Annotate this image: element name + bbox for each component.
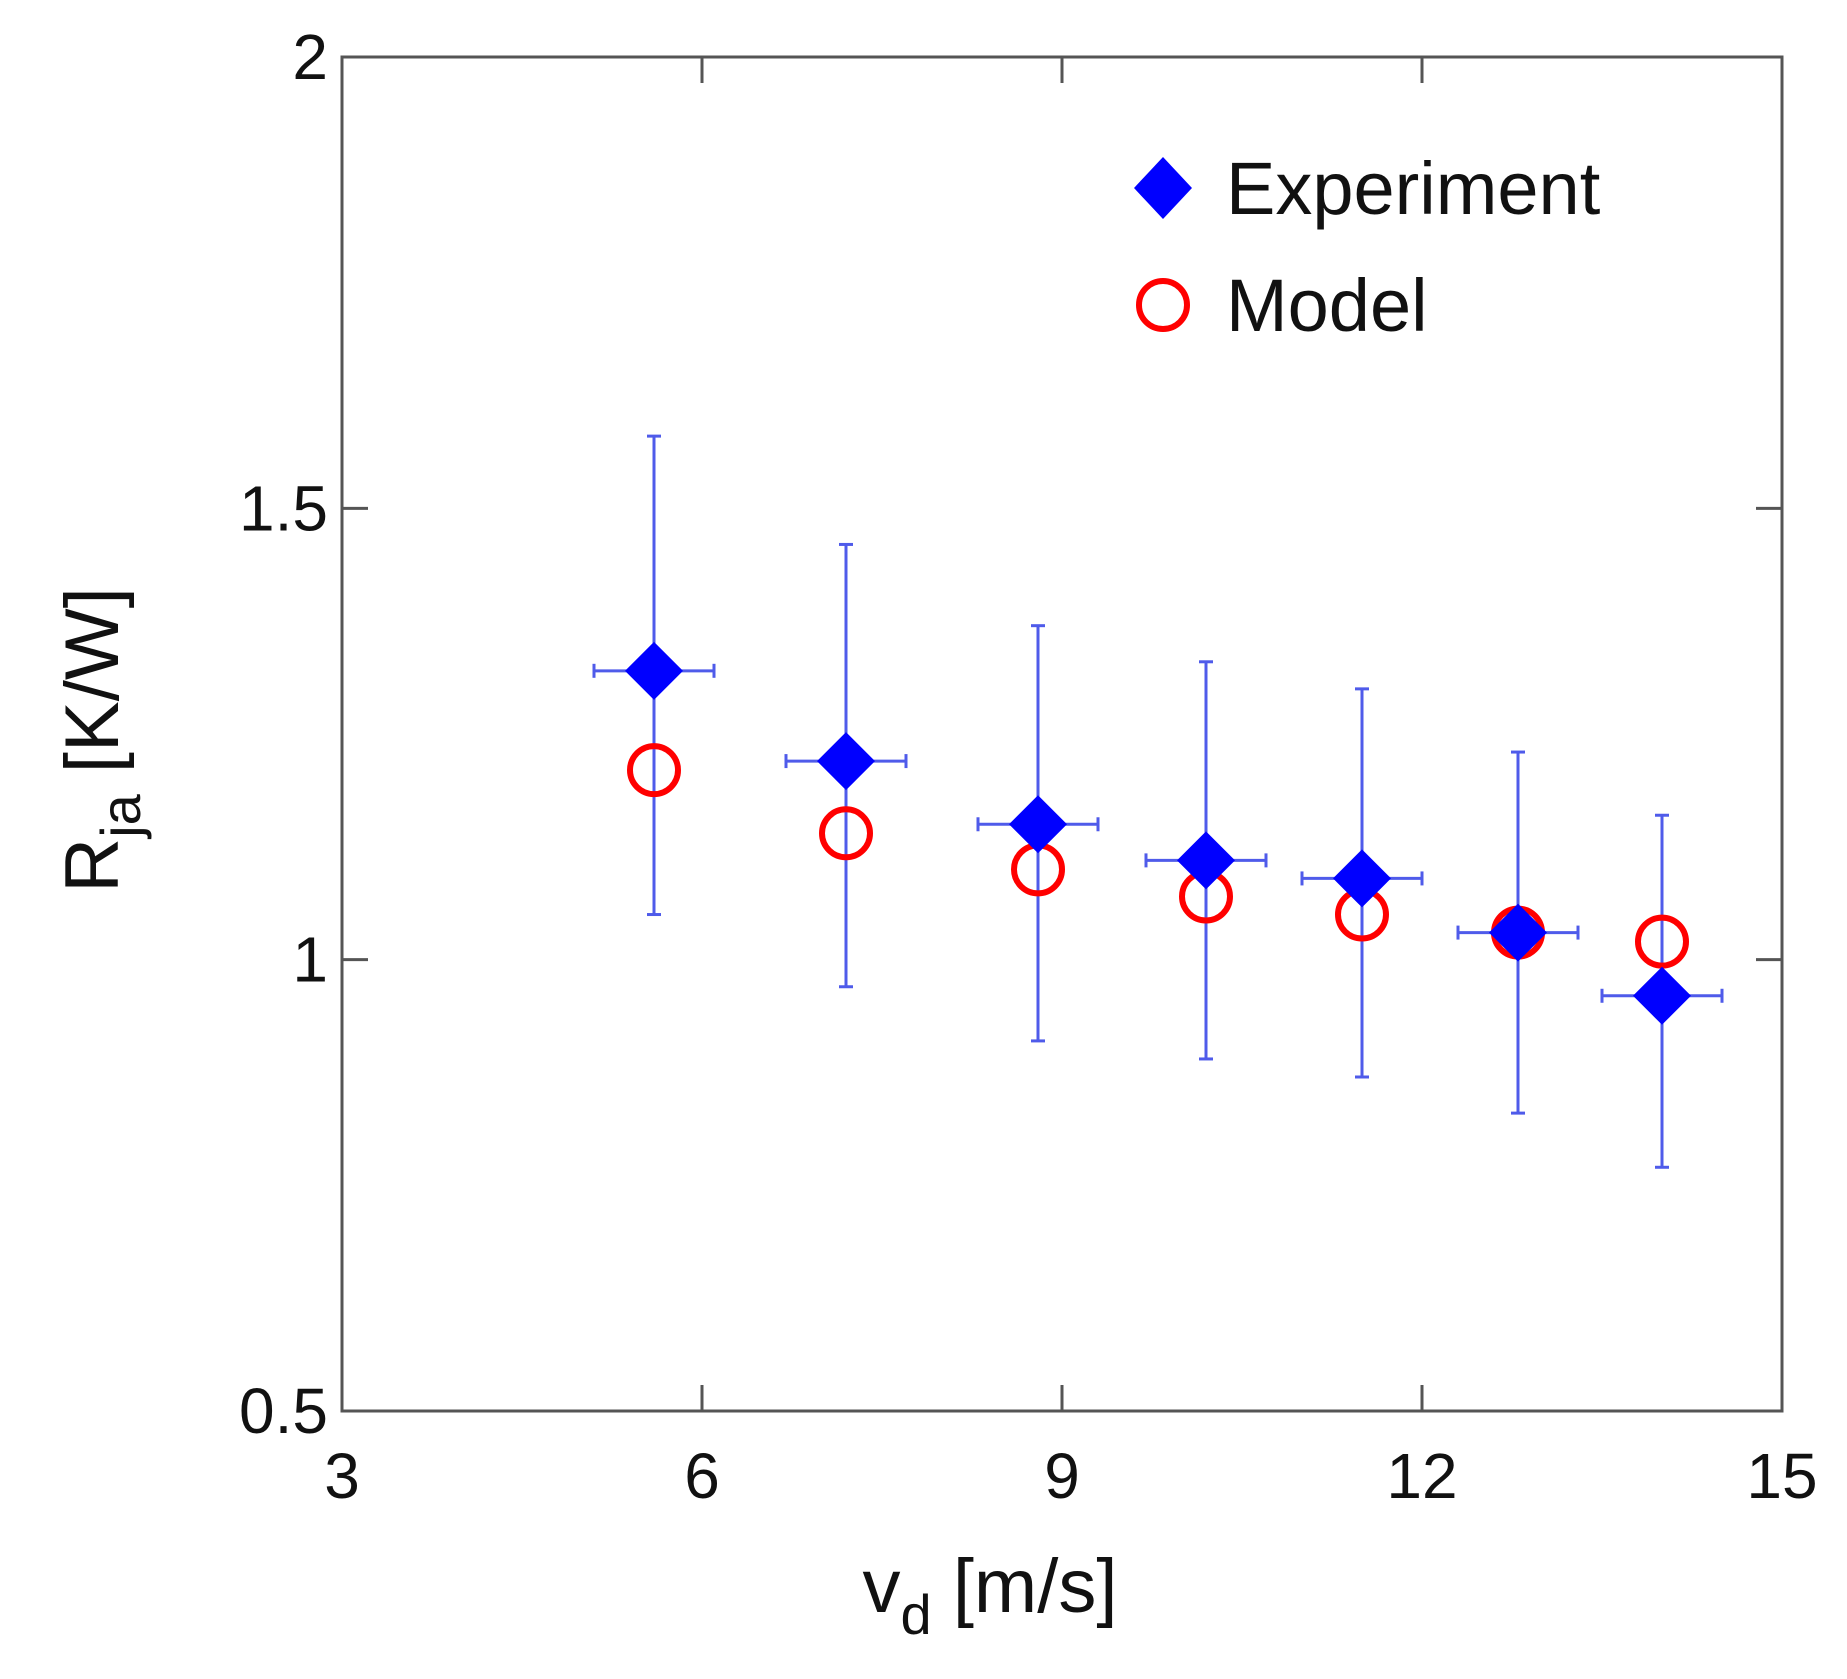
y-axis-label-unit: [K/W] — [50, 587, 135, 773]
experiment-series — [625, 641, 1691, 1025]
x-tick-label: 12 — [1386, 1440, 1457, 1512]
legend: Experiment Model — [1134, 147, 1601, 347]
y-tick-label: 2 — [292, 21, 328, 93]
y-axis-label-sub: ja — [89, 793, 152, 839]
tick-labels: 3 6 9 12 15 0.5 1 1.5 2 — [239, 21, 1818, 1512]
legend-experiment-marker-icon — [1134, 157, 1192, 219]
y-axis-label: Rja [K/W] — [50, 587, 152, 892]
plot-frame — [340, 55, 1784, 1413]
axis-ticks — [342, 57, 1782, 1411]
legend-experiment-label: Experiment — [1226, 147, 1601, 230]
x-axis-label-unit: [m/s] — [953, 1544, 1118, 1629]
experiment-point — [817, 732, 875, 791]
x-tick-label: 6 — [684, 1440, 720, 1512]
experiment-point — [1177, 831, 1235, 890]
y-axis-label-unit-space — [50, 773, 135, 794]
x-axis-label-unit-space — [932, 1544, 953, 1629]
experiment-point — [1009, 795, 1067, 854]
x-axis-label-sub: d — [901, 1583, 932, 1646]
y-tick-label: 1 — [292, 924, 328, 996]
x-tick-label: 15 — [1746, 1440, 1817, 1512]
model-point — [819, 806, 873, 861]
experiment-point — [1333, 849, 1391, 908]
y-tick-label: 1.5 — [239, 472, 328, 544]
experiment-point — [1489, 903, 1547, 962]
x-tick-label: 3 — [324, 1440, 360, 1512]
model-point — [1635, 914, 1689, 969]
model-point — [627, 743, 681, 798]
y-axis-label-main: R — [50, 838, 135, 893]
error-bars — [592, 434, 1724, 1169]
x-axis-label-main: v — [863, 1544, 901, 1629]
legend-model-marker-icon — [1136, 278, 1190, 332]
experiment-point — [625, 641, 683, 700]
legend-model-label: Model — [1226, 264, 1428, 347]
y-tick-label: 0.5 — [239, 1375, 328, 1447]
experiment-point — [1633, 966, 1691, 1025]
x-tick-label: 9 — [1044, 1440, 1080, 1512]
x-axis-label: vd [m/s] — [863, 1544, 1118, 1646]
